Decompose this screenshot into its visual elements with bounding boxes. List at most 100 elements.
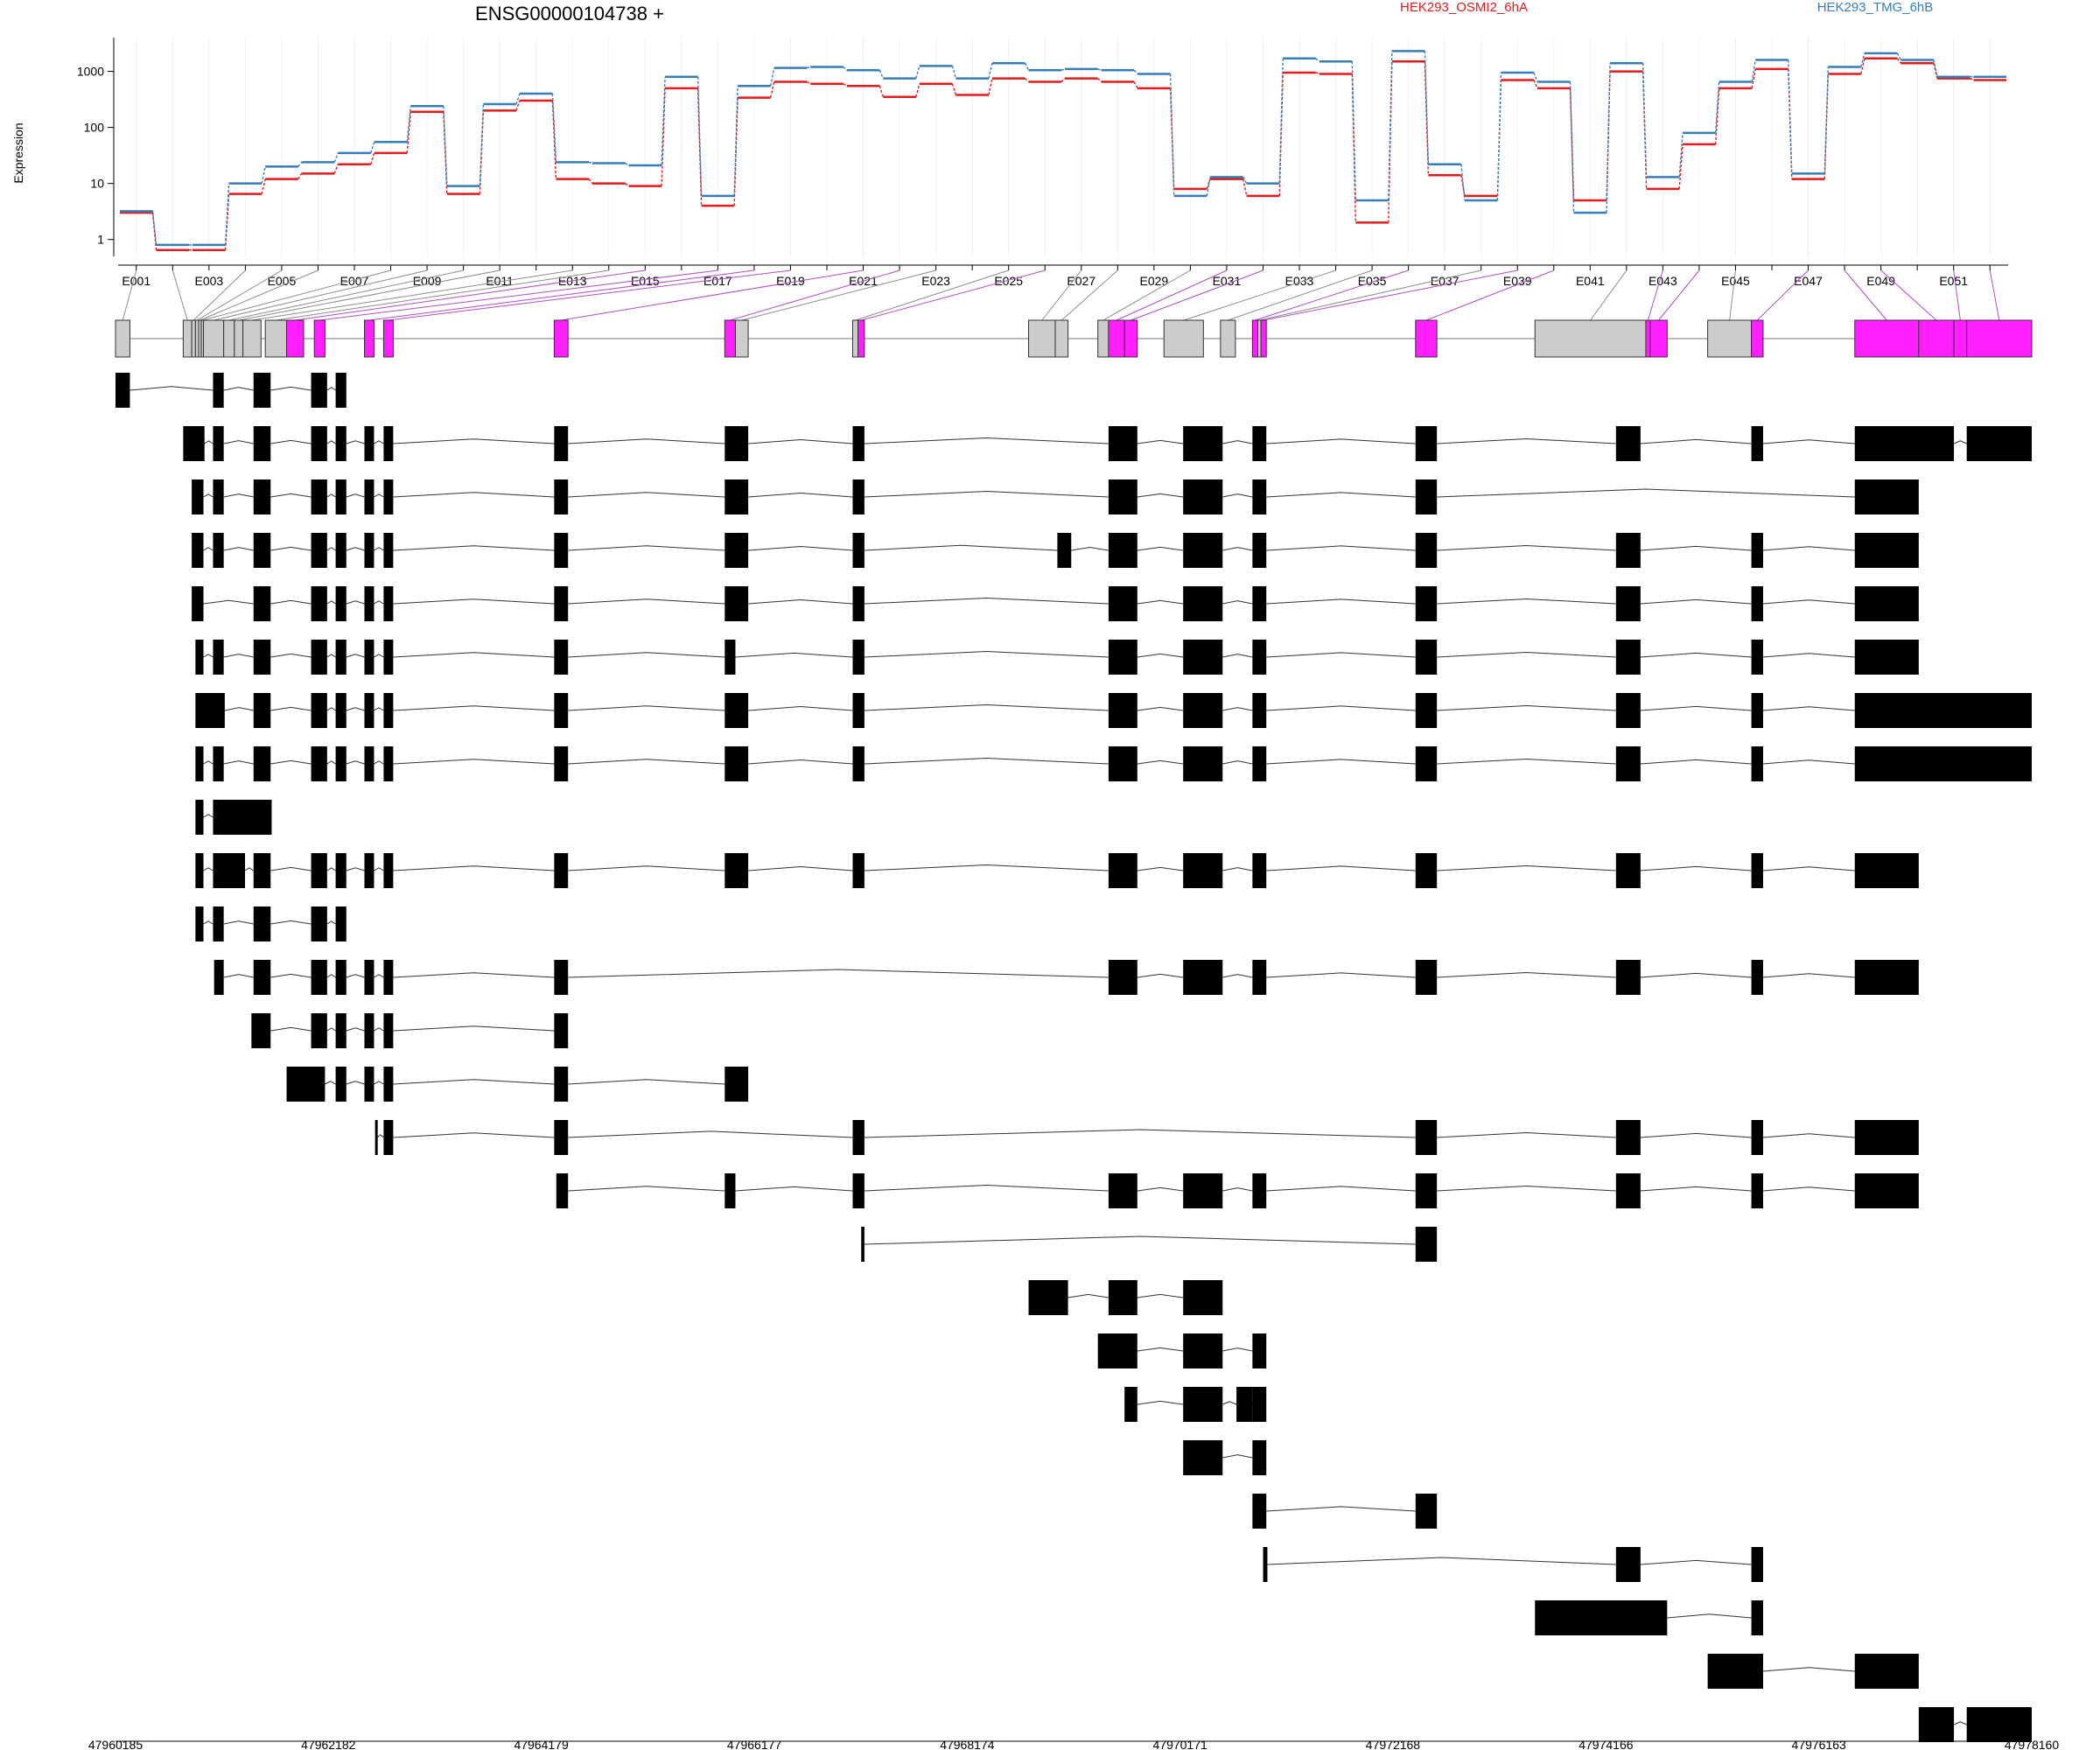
x-tick-label: E031 [1213, 274, 1242, 288]
series-link [261, 178, 266, 194]
transcript-exon [1751, 1547, 1763, 1582]
transcript-exon [1615, 1173, 1641, 1208]
transcript-row [1097, 1334, 1267, 1368]
gene-exon [313, 319, 326, 358]
intron-line [376, 1134, 384, 1138]
transcript-exon [335, 853, 346, 888]
genome-tick-label: 47966177 [727, 1738, 782, 1750]
transcript-exon [556, 1173, 569, 1208]
intron-line [346, 1081, 365, 1085]
transcript-exon [1615, 746, 1641, 781]
intron-line [374, 654, 384, 658]
exon-connector [1658, 270, 1700, 321]
transcript-exon [383, 480, 394, 514]
transcript-exon [1057, 533, 1072, 568]
transcript-exon [724, 746, 749, 781]
exon-connector [1647, 270, 1663, 321]
transcript-exon [213, 426, 224, 461]
gene-model-track [115, 319, 2033, 358]
transcript-exon [852, 426, 864, 461]
intron-line [374, 974, 384, 978]
transcript-exon [1751, 586, 1763, 621]
intron-line [346, 600, 365, 605]
intron-line [1222, 547, 1253, 551]
series-link [1824, 74, 1830, 179]
series-link [661, 88, 666, 186]
gene-exon [851, 319, 859, 358]
exon-connector [319, 270, 718, 321]
intron-line [393, 652, 555, 658]
transcript-exon [183, 426, 205, 461]
intron-line [326, 547, 336, 551]
intron-line [1267, 1557, 1616, 1565]
transcript-exon [1028, 1280, 1068, 1315]
intron-line [1762, 706, 1855, 711]
intron-line [1137, 706, 1184, 711]
transcript-exon [852, 746, 864, 781]
transcript-exon [861, 1227, 864, 1262]
intron-line [1953, 440, 1967, 444]
transcript-exon [1751, 693, 1763, 728]
series-link [588, 161, 593, 164]
intron-line [1266, 545, 1416, 551]
transcript-exon [1854, 853, 1919, 888]
intron-line [1437, 704, 1616, 711]
transcript-exon [1854, 533, 1919, 568]
intron-line [864, 864, 1109, 872]
series-link [1533, 80, 1538, 89]
transcript-exon [383, 586, 394, 621]
series-link [406, 111, 412, 153]
gene-exon [1415, 319, 1438, 358]
intron-line [393, 759, 555, 765]
intron-line [346, 547, 365, 551]
transcript-exon [1615, 853, 1641, 888]
transcript-exon [1108, 960, 1138, 995]
transcript-exon [852, 586, 864, 621]
series-link [443, 106, 448, 186]
transcript-exon [1751, 853, 1763, 888]
series-link [298, 161, 303, 167]
transcript-exon [724, 426, 749, 461]
transcript-exon [1918, 1707, 1955, 1742]
x-tick-label: E039 [1503, 274, 1532, 288]
gene-exon [1707, 319, 1753, 358]
intron-line [203, 760, 214, 765]
gene-exon [382, 319, 394, 358]
transcript-exon [1615, 586, 1641, 621]
series-link [406, 106, 412, 143]
series-link [1569, 88, 1575, 200]
transcript-exon [1252, 586, 1267, 621]
exon-connectors [122, 270, 2000, 321]
transcript-exon [1415, 960, 1438, 995]
series-link [770, 81, 775, 98]
intron-line [393, 1026, 555, 1032]
intron-line [223, 654, 254, 658]
intron-line [1640, 1186, 1752, 1192]
intron-line [326, 494, 336, 498]
transcript-exon [364, 1013, 374, 1048]
transcript-exon [1252, 480, 1267, 514]
transcript-exon [852, 1173, 864, 1208]
exon-connector [1880, 270, 1937, 321]
intron-line [203, 599, 254, 605]
intron-line [1222, 1187, 1253, 1192]
transcript-exon [1751, 426, 1763, 461]
intron-line [270, 760, 312, 765]
transcript-exon [554, 533, 569, 568]
gene-exon [1854, 319, 1920, 358]
exon-connector [741, 270, 936, 321]
gene-exon [1163, 319, 1204, 358]
x-tick-label: E043 [1648, 274, 1677, 288]
series-link [333, 152, 339, 163]
transcript-exon [253, 426, 271, 461]
transcript-exon [374, 1120, 378, 1155]
intron-line [270, 653, 312, 658]
intron-line [224, 707, 254, 711]
intron-line [1266, 759, 1416, 765]
transcript-exon [1415, 693, 1438, 728]
exon-connector [1729, 270, 1736, 321]
transcript-exon [335, 906, 346, 942]
series-link [1714, 88, 1720, 144]
intron-line [568, 759, 725, 765]
transcript-exon [1252, 960, 1267, 995]
